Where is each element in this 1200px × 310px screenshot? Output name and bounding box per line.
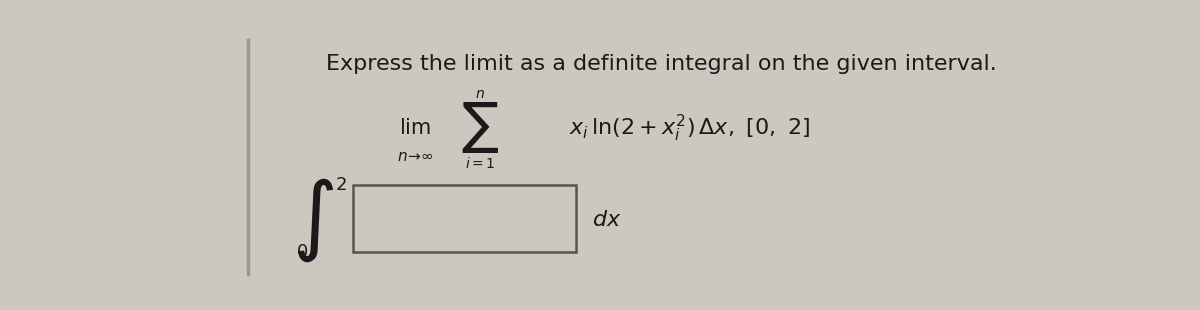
FancyBboxPatch shape — [353, 185, 576, 252]
Text: $\sum$: $\sum$ — [461, 100, 499, 155]
Text: $\int$: $\int$ — [292, 176, 334, 264]
Text: $\lim$: $\lim$ — [400, 118, 431, 138]
Text: $i = 1$: $i = 1$ — [464, 156, 496, 171]
Text: $0$: $0$ — [295, 243, 307, 261]
Text: $dx$: $dx$ — [592, 210, 622, 230]
Text: $n\!\rightarrow\!\infty$: $n\!\rightarrow\!\infty$ — [397, 149, 433, 164]
Text: $x_i\,\ln(2 + x_i^{2})\,\Delta x,\ [0,\ 2]$: $x_i\,\ln(2 + x_i^{2})\,\Delta x,\ [0,\ … — [569, 112, 810, 144]
Text: Express the limit as a definite integral on the given interval.: Express the limit as a definite integral… — [326, 54, 997, 74]
Text: $2$: $2$ — [335, 176, 347, 194]
Text: $n$: $n$ — [475, 87, 485, 101]
